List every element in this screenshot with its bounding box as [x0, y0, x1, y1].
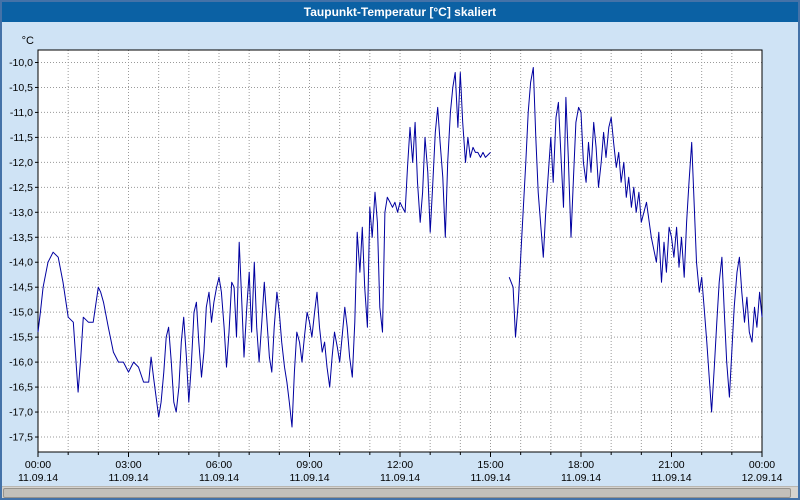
svg-text:11.09.14: 11.09.14: [108, 472, 148, 484]
svg-text:12:00: 12:00: [387, 459, 413, 471]
svg-text:-14,5: -14,5: [9, 282, 33, 294]
svg-text:-12,0: -12,0: [9, 157, 33, 169]
svg-text:06:00: 06:00: [206, 459, 232, 471]
chart-area: °C -10,0 -10,5 -11,0 -11,5 -12,0 -12,5 -13,0 -13…: [2, 22, 798, 486]
svg-text:-15,0: -15,0: [9, 307, 33, 319]
chart-title: Taupunkt-Temperatur [°C] skaliert: [303, 5, 497, 19]
svg-text:11.09.14: 11.09.14: [561, 472, 601, 484]
svg-text:18:00: 18:00: [568, 459, 594, 471]
svg-text:00:00: 00:00: [749, 459, 775, 471]
svg-text:-17,5: -17,5: [9, 432, 33, 444]
scrollbar-thumb[interactable]: [3, 487, 792, 498]
svg-text:°C: °C: [22, 35, 34, 47]
svg-text:12.09.14: 12.09.14: [742, 472, 783, 484]
svg-text:11.09.14: 11.09.14: [651, 472, 691, 484]
svg-text:11.09.14: 11.09.14: [470, 472, 510, 484]
svg-text:11.09.14: 11.09.14: [18, 472, 58, 484]
svg-text:-15,5: -15,5: [9, 332, 33, 344]
chart-title-bar: Taupunkt-Temperatur [°C] skaliert: [2, 2, 798, 22]
svg-text:-16,5: -16,5: [9, 382, 33, 394]
svg-text:-16,0: -16,0: [9, 357, 33, 369]
svg-text:21:00: 21:00: [658, 459, 684, 471]
svg-text:11.09.14: 11.09.14: [289, 472, 329, 484]
horizontal-scrollbar[interactable]: [2, 486, 798, 498]
svg-text:-11,0: -11,0: [10, 107, 33, 119]
svg-text:00:00: 00:00: [25, 459, 51, 471]
chart-canvas: °C -10,0 -10,5 -11,0 -11,5 -12,0 -12,5 -13,0 -13…: [9, 35, 783, 484]
svg-text:-17,0: -17,0: [9, 407, 33, 419]
svg-text:11.09.14: 11.09.14: [199, 472, 239, 484]
svg-text:09:00: 09:00: [296, 459, 322, 471]
svg-text:-10,0: -10,0: [9, 57, 33, 69]
svg-text:-12,5: -12,5: [9, 182, 33, 194]
svg-text:03:00: 03:00: [115, 459, 141, 471]
svg-text:-11,5: -11,5: [10, 132, 33, 144]
svg-text:-13,0: -13,0: [9, 207, 33, 219]
svg-text:-13,5: -13,5: [9, 232, 33, 244]
svg-text:11.09.14: 11.09.14: [380, 472, 420, 484]
svg-text:-14,0: -14,0: [9, 257, 33, 269]
svg-text:15:00: 15:00: [477, 459, 503, 471]
svg-text:-10,5: -10,5: [9, 82, 33, 94]
